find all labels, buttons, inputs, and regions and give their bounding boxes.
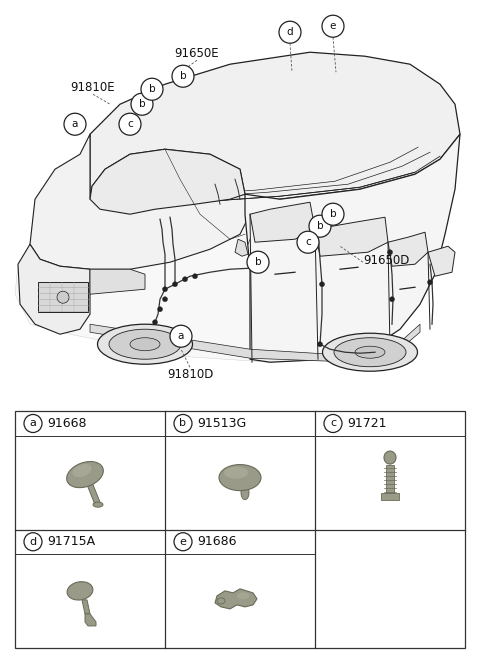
Bar	[381, 493, 399, 500]
Ellipse shape	[241, 485, 249, 500]
Circle shape	[163, 297, 168, 302]
Polygon shape	[38, 282, 88, 312]
Circle shape	[174, 533, 192, 551]
Ellipse shape	[109, 329, 181, 359]
Circle shape	[279, 21, 301, 43]
Text: a: a	[72, 119, 78, 129]
Circle shape	[192, 274, 197, 279]
Circle shape	[163, 287, 168, 292]
Polygon shape	[87, 485, 101, 504]
Text: 91715A: 91715A	[47, 535, 95, 548]
Circle shape	[174, 415, 192, 432]
Polygon shape	[30, 134, 250, 269]
Circle shape	[247, 251, 269, 273]
Ellipse shape	[355, 346, 385, 358]
Text: b: b	[317, 221, 324, 231]
Circle shape	[157, 307, 163, 312]
Text: a: a	[30, 419, 36, 428]
Text: d: d	[29, 537, 36, 546]
Text: e: e	[180, 537, 186, 546]
Text: b: b	[180, 419, 187, 428]
Circle shape	[57, 291, 69, 303]
Circle shape	[322, 203, 344, 225]
Ellipse shape	[224, 466, 248, 479]
Polygon shape	[215, 589, 257, 609]
Text: b: b	[255, 257, 261, 267]
Ellipse shape	[93, 502, 103, 507]
Text: 91513G: 91513G	[197, 417, 246, 430]
Circle shape	[428, 279, 432, 285]
Circle shape	[172, 281, 178, 287]
Circle shape	[309, 215, 331, 237]
Polygon shape	[82, 600, 90, 614]
Polygon shape	[428, 246, 455, 276]
Text: c: c	[305, 237, 311, 247]
Text: 91650D: 91650D	[363, 254, 409, 267]
Circle shape	[182, 277, 188, 281]
Circle shape	[320, 281, 324, 287]
Polygon shape	[85, 614, 96, 626]
Ellipse shape	[67, 462, 103, 487]
Text: c: c	[330, 419, 336, 428]
Bar	[386, 464, 394, 495]
Polygon shape	[90, 52, 460, 215]
Ellipse shape	[334, 338, 406, 367]
Circle shape	[317, 342, 323, 347]
Circle shape	[64, 113, 86, 135]
Polygon shape	[235, 239, 248, 256]
Polygon shape	[90, 269, 145, 295]
Text: 91650E: 91650E	[175, 47, 219, 60]
Text: c: c	[127, 119, 133, 129]
Ellipse shape	[384, 451, 396, 464]
Circle shape	[153, 319, 157, 325]
Polygon shape	[90, 149, 245, 215]
Ellipse shape	[217, 598, 225, 604]
Text: b: b	[180, 72, 186, 81]
Text: b: b	[330, 209, 336, 219]
Polygon shape	[315, 217, 388, 256]
Text: 91810E: 91810E	[71, 81, 115, 94]
Text: d: d	[287, 27, 293, 37]
Text: a: a	[178, 331, 184, 341]
Polygon shape	[388, 232, 428, 266]
Circle shape	[170, 325, 192, 347]
Ellipse shape	[219, 464, 261, 491]
Polygon shape	[90, 324, 420, 361]
Ellipse shape	[67, 582, 93, 600]
Circle shape	[131, 93, 153, 115]
Text: 91810D: 91810D	[167, 368, 213, 380]
Polygon shape	[15, 52, 460, 362]
Ellipse shape	[97, 324, 192, 364]
Circle shape	[297, 231, 319, 253]
Circle shape	[24, 533, 42, 551]
Circle shape	[24, 415, 42, 432]
Circle shape	[119, 113, 141, 135]
Ellipse shape	[72, 464, 92, 477]
Circle shape	[315, 232, 321, 237]
Circle shape	[389, 297, 395, 302]
Text: 91668: 91668	[47, 417, 86, 430]
Text: 91686: 91686	[197, 535, 237, 548]
Text: b: b	[149, 84, 156, 94]
Text: b: b	[139, 99, 145, 109]
Ellipse shape	[237, 592, 249, 600]
Polygon shape	[18, 244, 90, 334]
Text: 91721: 91721	[347, 417, 386, 430]
Polygon shape	[245, 134, 460, 362]
Ellipse shape	[323, 333, 418, 371]
Circle shape	[172, 65, 194, 87]
Ellipse shape	[130, 338, 160, 351]
Circle shape	[141, 78, 163, 100]
Circle shape	[324, 415, 342, 432]
Circle shape	[387, 250, 393, 255]
Circle shape	[322, 15, 344, 37]
Polygon shape	[250, 202, 315, 242]
Text: e: e	[330, 21, 336, 31]
